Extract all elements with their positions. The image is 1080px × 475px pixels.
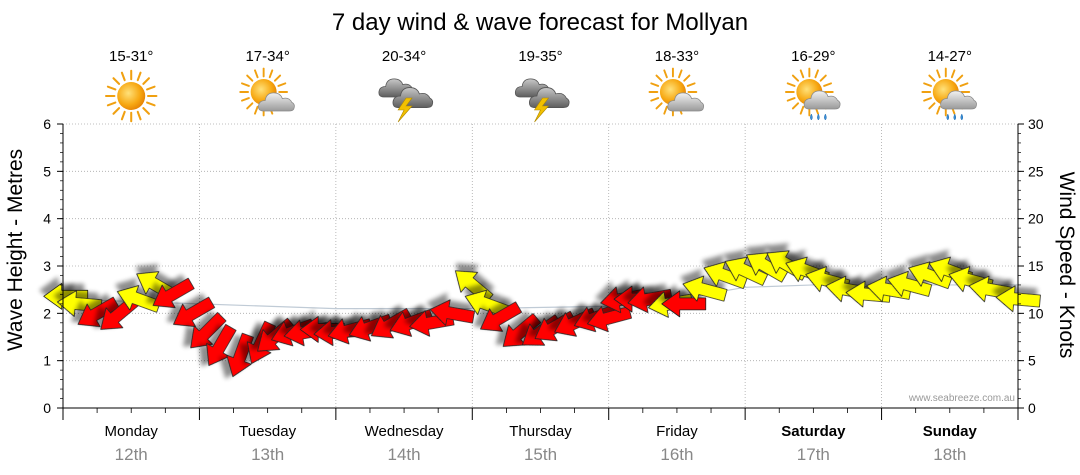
wind-arrow xyxy=(77,296,120,327)
sun-cloud-icon xyxy=(239,67,295,117)
temperature-range: 17-34° xyxy=(245,48,289,65)
wind-arrow xyxy=(661,290,707,318)
axes: 0 1 2 3 4 5 6 0 5 10 15 20 25 30 xyxy=(43,116,1044,420)
wind-arrow xyxy=(682,275,728,302)
day-name-label: Thursday xyxy=(509,423,572,440)
sun-icon xyxy=(104,69,158,123)
y-right-tick-label: 30 xyxy=(1028,116,1044,132)
x-axis-labels: Monday 12th Tuesday 13th Wednesday 14th Thursd… xyxy=(105,423,978,464)
y-left-tick-label: 2 xyxy=(43,305,51,321)
day-name-label: Wednesday xyxy=(365,423,444,440)
wind-arrow xyxy=(173,296,216,327)
sun-shower-icon xyxy=(785,67,841,121)
storm-icon xyxy=(378,78,434,123)
wind-arrow xyxy=(724,256,769,286)
wind-arrow xyxy=(887,270,933,297)
wind-arrow xyxy=(429,299,475,326)
wind-arrow xyxy=(152,277,195,309)
temperature-range: 20-34° xyxy=(382,48,426,65)
temperature-range: 16-29° xyxy=(791,48,835,65)
y-left-tick-label: 4 xyxy=(43,211,51,227)
temperature-range: 18-33° xyxy=(655,48,699,65)
y-left-tick-label: 0 xyxy=(43,400,51,416)
temperature-range: 15-31° xyxy=(109,48,153,65)
y-right-tick-label: 10 xyxy=(1028,305,1044,321)
storm-icon xyxy=(514,78,570,123)
day-name-label: Friday xyxy=(656,423,698,440)
y-right-tick-label: 25 xyxy=(1028,163,1044,179)
y-right-tick-label: 15 xyxy=(1028,258,1044,274)
sun-shower-icon xyxy=(921,67,977,121)
y-right-tick-label: 0 xyxy=(1028,400,1036,416)
day-headers: 15-31° 17-34° 20-34° 19-35° 18-33° 16-29° 14-2… xyxy=(104,48,977,123)
y-axis-left-label: Wave Height - Metres xyxy=(4,149,27,351)
day-date-label: 17th xyxy=(797,445,830,464)
wind-arrow xyxy=(190,312,227,349)
day-date-label: 16th xyxy=(660,445,693,464)
wind-arrow xyxy=(226,332,254,378)
day-name-label: Saturday xyxy=(781,423,846,440)
wind-arrow xyxy=(502,313,542,347)
y-left-tick-label: 3 xyxy=(43,258,51,274)
day-name-label: Sunday xyxy=(923,423,978,440)
temperature-range: 14-27° xyxy=(928,48,972,65)
y-right-tick-label: 5 xyxy=(1028,353,1036,369)
day-date-label: 18th xyxy=(933,445,966,464)
wind-arrow xyxy=(627,286,673,314)
wind-arrows xyxy=(43,250,1041,378)
wind-arrow xyxy=(480,301,523,332)
day-date-label: 14th xyxy=(388,445,421,464)
wind-arrow xyxy=(206,324,237,366)
wind-arrow xyxy=(464,289,510,318)
day-date-label: 13th xyxy=(251,445,284,464)
watermark: www.seabreeze.com.au xyxy=(908,393,1015,404)
day-name-label: Monday xyxy=(105,423,159,440)
chart-title: 7 day wind & wave forecast for Mollyan xyxy=(332,9,748,36)
y-left-tick-label: 6 xyxy=(43,116,51,132)
y-left-tick-label: 1 xyxy=(43,353,51,369)
y-right-tick-label: 20 xyxy=(1028,211,1044,227)
sun-cloud-icon xyxy=(648,67,705,117)
day-name-label: Tuesday xyxy=(239,423,296,440)
y-left-tick-label: 5 xyxy=(43,163,51,179)
y-axis-right-label: Wind Speed - Knots xyxy=(1055,172,1078,359)
day-date-label: 15th xyxy=(524,445,557,464)
day-date-label: 12th xyxy=(115,445,148,464)
temperature-range: 19-35° xyxy=(518,48,562,65)
